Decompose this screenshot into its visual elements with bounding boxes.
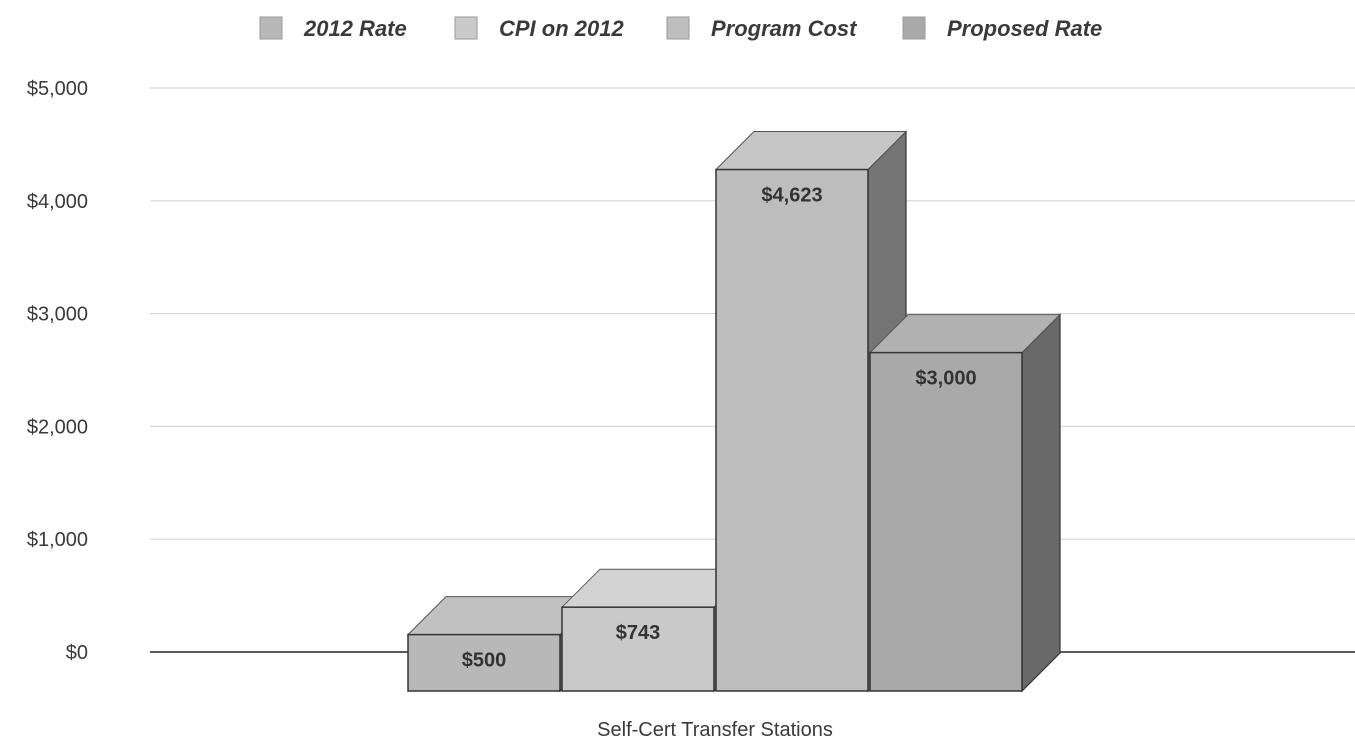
bars: $500 $743 $4,623 $3,000 xyxy=(406,130,1062,693)
bar-proposed-rate: $3,000 xyxy=(868,313,1062,693)
y-tick-label: $5,000 xyxy=(27,78,88,100)
bar-side xyxy=(1021,313,1061,693)
bar-front xyxy=(869,351,1023,692)
y-tick-label: $1,000 xyxy=(27,529,88,551)
y-tick-label: $3,000 xyxy=(27,304,88,326)
legend-swatch xyxy=(454,16,478,40)
data-label: $3,000 xyxy=(915,368,976,390)
data-label: $4,623 xyxy=(761,185,822,207)
legend: 2012 Rate CPI on 2012 Program Cost Proposed… xyxy=(259,16,1102,41)
legend-item: Program Cost xyxy=(666,16,858,41)
legend-swatch xyxy=(666,16,690,40)
bar-front xyxy=(561,606,715,692)
y-tick-label: $2,000 xyxy=(27,416,88,438)
legend-item: 2012 Rate xyxy=(259,16,407,41)
y-axis: $0 $1,000 $2,000 $3,000 $4,000 $5,000 xyxy=(27,78,88,664)
data-label: $500 xyxy=(462,650,507,672)
bar-front xyxy=(715,168,869,692)
legend-swatch xyxy=(259,16,283,40)
legend-label: Program Cost xyxy=(711,16,858,41)
y-tick-label: $0 xyxy=(66,642,88,664)
legend-swatch xyxy=(902,16,926,40)
legend-item: CPI on 2012 xyxy=(454,16,624,41)
data-label: $743 xyxy=(616,622,661,644)
legend-label: 2012 Rate xyxy=(303,16,407,41)
y-tick-label: $4,000 xyxy=(27,191,88,213)
legend-label: Proposed Rate xyxy=(947,16,1102,41)
legend-label: CPI on 2012 xyxy=(499,16,624,41)
bar-front xyxy=(407,633,561,692)
x-category-label: Self-Cert Transfer Stations xyxy=(597,719,833,741)
legend-item: Proposed Rate xyxy=(902,16,1102,41)
